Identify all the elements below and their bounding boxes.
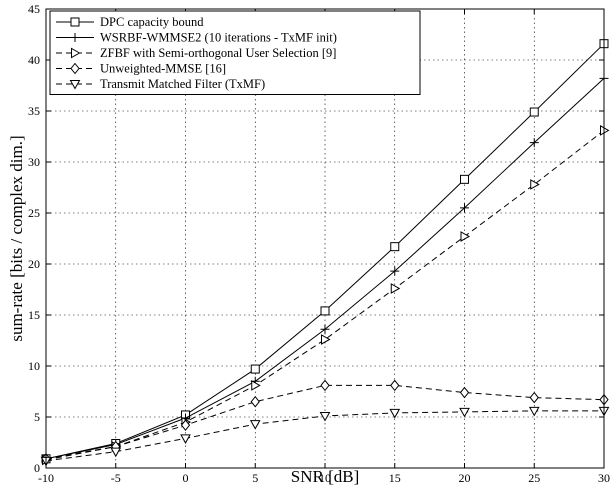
data-point — [320, 306, 330, 316]
legend-label: Unweighted-MMSE [16] — [100, 62, 226, 76]
data-point — [459, 386, 470, 399]
data-point — [110, 447, 122, 458]
legend: DPC capacity bound WSRBF-WMMSE2 (10 itera… — [49, 10, 421, 95]
y-tick-label: 45 — [28, 2, 40, 16]
data-point — [390, 266, 400, 276]
legend-label: WSRBF-WMMSE2 (10 iterations - TxMF init) — [100, 31, 337, 45]
y-tick-label: 0 — [34, 461, 40, 475]
legend-marker — [69, 80, 81, 90]
y-tick-label: 30 — [28, 155, 40, 169]
series-2 — [41, 73, 609, 464]
data-point — [319, 411, 331, 422]
data-point — [180, 434, 191, 444]
data-point — [320, 379, 330, 392]
y-tick-label: 10 — [28, 359, 40, 373]
data-point — [529, 391, 539, 404]
data-point — [460, 203, 469, 213]
data-point — [390, 379, 400, 392]
y-tick-label: 35 — [28, 104, 40, 118]
data-point — [321, 334, 331, 345]
series-line — [45, 129, 605, 461]
data-point — [460, 174, 469, 184]
x-tick-label: 15 — [389, 471, 401, 485]
y-axis-label: sum-rate [bits / complex dim.] — [7, 135, 26, 341]
x-axis-label: SNR [dB] — [291, 467, 359, 485]
x-tick-label: 20 — [459, 471, 471, 485]
legend-label: ZFBF with Semi-orthogonal User Selection… — [100, 46, 336, 60]
legend-marker — [71, 47, 81, 59]
x-tick-label: 10 — [319, 471, 331, 485]
series-1 — [41, 39, 609, 464]
data-point — [460, 231, 471, 242]
series-5 — [40, 406, 610, 467]
legend-marker — [70, 17, 80, 27]
data-point — [459, 407, 470, 418]
data-point — [251, 380, 261, 391]
legend-marker — [70, 33, 80, 42]
x-tick-label: 30 — [598, 471, 610, 485]
legend-label: DPC capacity bound — [100, 15, 204, 29]
y-tick-label: 5 — [34, 410, 40, 424]
axis-ticks: -10 -5 0 5 10 15 20 25 30 0 5 10 15 20 25 30 35 40 45 — [28, 2, 610, 485]
data-point — [389, 408, 401, 419]
series-line — [45, 384, 605, 460]
legend-box — [49, 10, 421, 95]
x-tick-label: 25 — [528, 471, 540, 485]
y-tick-label: 20 — [28, 257, 40, 271]
data-point — [250, 364, 260, 374]
legend-marker — [70, 62, 80, 75]
data-point — [390, 283, 401, 294]
x-tick-label: -10 — [38, 471, 54, 485]
x-tick-label: -5 — [111, 471, 121, 485]
data-point — [530, 179, 540, 190]
data-point — [180, 419, 191, 431]
y-tick-label: 25 — [28, 206, 40, 220]
data-point — [529, 107, 539, 117]
data-point — [320, 324, 330, 334]
x-tick-label: 5 — [252, 471, 258, 485]
data-point — [249, 420, 261, 430]
data-point — [529, 138, 539, 148]
data-point — [528, 406, 540, 417]
data-point — [390, 242, 400, 252]
y-tick-label: 15 — [28, 308, 40, 322]
data-point — [250, 395, 260, 408]
legend-label: Transmit Matched Filter (TxMF) — [100, 77, 265, 91]
y-tick-label: 40 — [28, 53, 40, 67]
x-tick-label: 0 — [183, 471, 189, 485]
